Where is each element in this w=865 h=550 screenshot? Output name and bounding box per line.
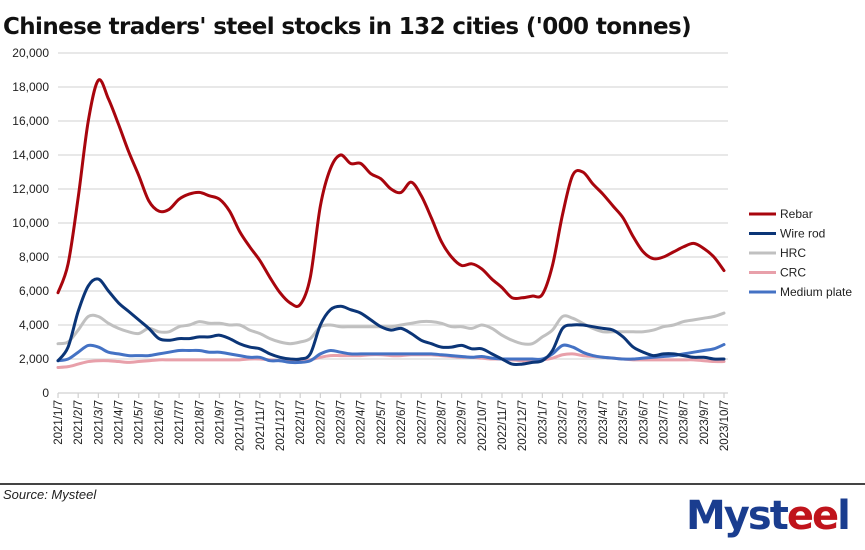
x-tick-label: 2022/6/7 <box>396 400 408 445</box>
x-tick-label: 2022/4/7 <box>356 400 368 445</box>
x-tick-label: 2022/12/7 <box>517 400 529 451</box>
x-tick-label: 2021/1/7 <box>53 400 65 445</box>
x-tick-label: 2021/5/7 <box>134 400 146 445</box>
series-line-medium-plate <box>56 343 726 365</box>
y-tick-label: 20,000 <box>12 46 49 60</box>
x-tick-label: 2023/4/7 <box>598 400 610 445</box>
x-tick-label: 2023/8/7 <box>679 400 691 445</box>
y-axis-ticks: 0 2,000 4,000 6,000 8,000 10,000 12,000 14,000 1… <box>12 46 49 400</box>
legend-label: CRC <box>780 266 806 280</box>
series-line-crc <box>56 352 726 369</box>
legend-label: HRC <box>780 246 806 260</box>
x-tick-label: 2021/6/7 <box>154 400 166 445</box>
chart-title: Chinese traders' steel stocks in 132 cit… <box>3 14 692 40</box>
x-tick-label: 2022/8/7 <box>436 400 448 445</box>
x-tick-label: 2021/3/7 <box>93 400 105 445</box>
legend-label: Wire rod <box>780 227 825 241</box>
x-tick-label: 2021/8/7 <box>194 400 206 445</box>
legend-item-crc: CRC <box>749 266 806 280</box>
source-note: Source: Mysteel <box>3 487 97 502</box>
series-lines <box>56 78 726 369</box>
logo-text-part1: Myst <box>686 493 789 539</box>
x-tick-label: 2022/1/7 <box>295 400 307 445</box>
x-tick-label: 2023/6/7 <box>638 400 650 445</box>
x-tick-label: 2021/2/7 <box>73 400 85 445</box>
x-tick-label: 2023/2/7 <box>558 400 570 445</box>
x-tick-label: 2022/5/7 <box>376 400 388 445</box>
x-tick-label: 2021/7/7 <box>174 400 186 445</box>
y-tick-label: 6,000 <box>19 284 49 298</box>
x-tick-label: 2022/10/7 <box>477 400 489 451</box>
line-chart: 0 2,000 4,000 6,000 8,000 10,000 12,000 14,000 1… <box>12 46 852 451</box>
x-tick-label: 2022/11/7 <box>497 400 509 450</box>
x-tick-label: 2023/9/7 <box>699 400 711 445</box>
x-tick-label: 2023/10/7 <box>719 400 731 451</box>
x-tick-label: 2022/7/7 <box>416 400 428 445</box>
x-tick-label: 2021/9/7 <box>214 400 226 445</box>
legend-item-rebar: Rebar <box>749 207 813 221</box>
x-tick-label: 2023/7/7 <box>658 400 670 445</box>
y-tick-label: 2,000 <box>19 352 49 366</box>
series-line-rebar <box>56 78 726 308</box>
x-tick-label: 2021/11/7 <box>255 400 267 450</box>
y-tick-label: 18,000 <box>12 80 49 94</box>
legend: Rebar Wire rod HRC CRC Medium plate <box>749 207 852 299</box>
x-tick-label: 2023/1/7 <box>537 400 549 445</box>
legend-item-wire-rod: Wire rod <box>749 227 825 241</box>
x-tick-label: 2023/3/7 <box>578 400 590 445</box>
legend-label: Rebar <box>780 207 813 221</box>
legend-label: Medium plate <box>780 285 852 299</box>
legend-item-medium-plate: Medium plate <box>749 285 852 299</box>
y-tick-label: 4,000 <box>19 318 49 332</box>
series-line-hrc <box>56 311 726 346</box>
footer-divider <box>0 483 865 485</box>
x-tick-label: 2022/2/7 <box>315 400 327 445</box>
y-tick-label: 12,000 <box>12 182 49 196</box>
x-tick-label: 2022/9/7 <box>457 400 469 445</box>
x-tick-label: 2021/4/7 <box>114 400 126 445</box>
y-tick-label: 0 <box>42 386 49 400</box>
y-tick-label: 8,000 <box>19 250 49 264</box>
series-line-wire-rod <box>56 277 726 367</box>
legend-item-hrc: HRC <box>749 246 806 260</box>
mysteel-logo: Mysteel <box>686 493 851 539</box>
x-tick-label: 2023/5/7 <box>618 400 630 445</box>
x-tick-label: 2021/10/7 <box>235 400 247 451</box>
y-tick-label: 10,000 <box>12 216 49 230</box>
x-axis-ticks: 2021/1/7 2021/2/7 2021/3/7 2021/4/7 2021/5/7… <box>53 393 731 451</box>
logo-text-part2: ee <box>786 493 839 539</box>
y-tick-label: 16,000 <box>12 114 49 128</box>
x-tick-label: 2022/3/7 <box>336 400 348 445</box>
y-tick-label: 14,000 <box>12 148 49 162</box>
logo-text-part3: l <box>837 493 851 539</box>
x-tick-label: 2021/12/7 <box>275 400 287 451</box>
